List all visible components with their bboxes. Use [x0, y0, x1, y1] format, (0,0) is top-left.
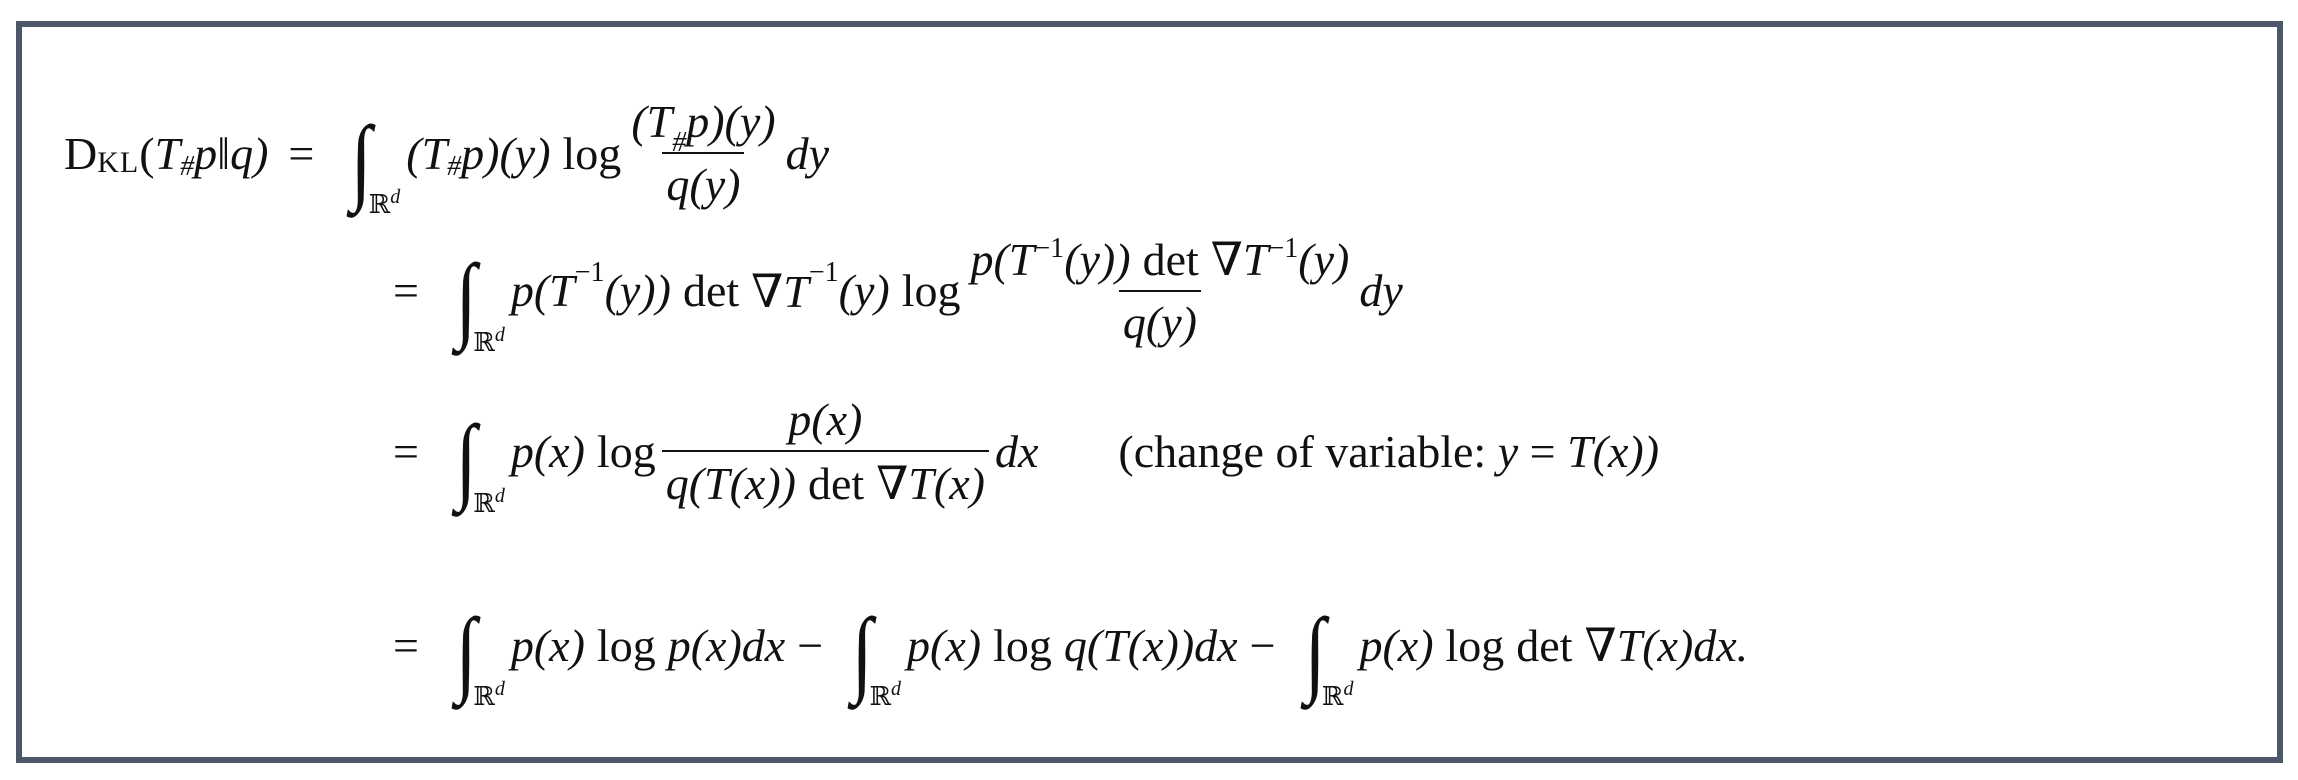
equation-line-3: = ∫ ℝd p(x) log p(x) q(T(x)) det ∇T(x) dx (… — [393, 393, 1660, 518]
integral-icon: ∫ ℝd — [851, 598, 902, 712]
fraction: p(T−1(y)) det ∇T−1(y) q(y) — [970, 233, 1350, 348]
fraction: (T#p)(y) q(y) — [631, 96, 776, 210]
equation-line-4: = ∫ ℝd p(x) log p(x)dx − ∫ ℝd p(x) log q(T(x))… — [373, 590, 1748, 712]
change-of-variable-note: (change of variable: y = T(x)) — [1118, 426, 1660, 477]
equation-line-1: D KL(T # p‖q) = ∫ ℝd (T # p)(y) log (T#p)(y) q… — [64, 96, 830, 220]
integral-icon: ∫ ℝd — [1304, 598, 1354, 712]
equation-box — [16, 21, 2283, 763]
integral-icon: ∫ ℝd — [455, 598, 505, 712]
integral-icon: ∫ ℝd — [455, 243, 505, 357]
integral-icon: ∫ ℝd — [350, 106, 401, 220]
equation-line-2: = ∫ ℝd p(T −1 (y)) det ∇T −1 (y) log p(T−1(y)… — [393, 233, 1403, 357]
integral-icon: ∫ ℝd — [455, 404, 505, 518]
kl-symbol: D — [64, 127, 98, 179]
fraction: p(x) q(T(x)) det ∇T(x) — [661, 393, 989, 510]
